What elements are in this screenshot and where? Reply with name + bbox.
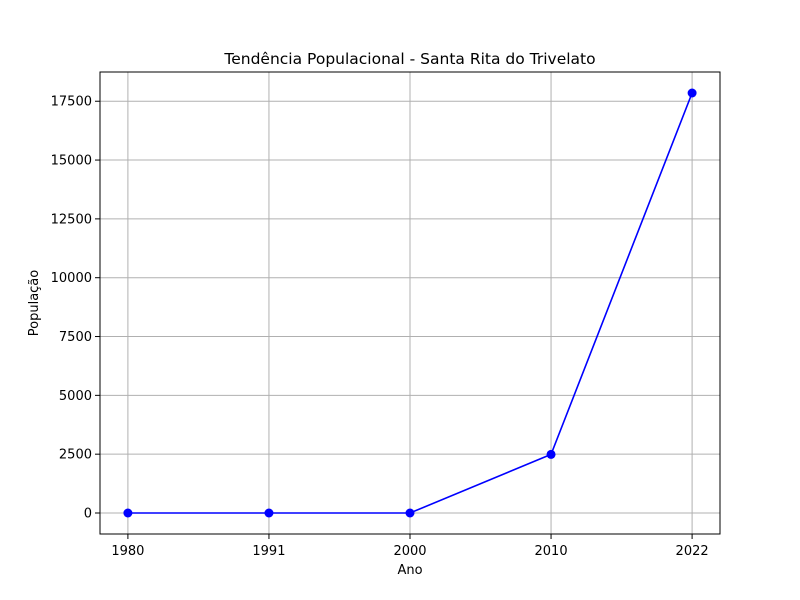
y-tick-label: 5000 <box>59 389 92 404</box>
x-tick-label: 2022 <box>676 544 709 559</box>
chart-title: Tendência Populacional - Santa Rita do T… <box>223 50 595 68</box>
x-axis-label: Ano <box>397 563 422 578</box>
y-tick-label: 15000 <box>51 154 92 169</box>
data-point <box>264 508 274 518</box>
data-point <box>405 508 415 518</box>
y-axis-label: População <box>27 270 42 337</box>
y-tick-label: 17500 <box>51 95 92 110</box>
series-layer <box>123 88 697 518</box>
y-tick-label: 2500 <box>59 448 92 463</box>
x-tick-label: 2010 <box>535 544 568 559</box>
x-tick-label: 1991 <box>252 544 285 559</box>
y-tick-label: 10000 <box>51 271 92 286</box>
data-point <box>546 449 556 459</box>
x-tick-label: 1980 <box>111 544 144 559</box>
grid-layer <box>100 72 720 534</box>
ticks-layer: 1980 1991 2000 2010 2022 0 2500 5000 7500 10000 12… <box>51 95 709 559</box>
y-tick-label: 0 <box>84 507 92 522</box>
y-tick-label: 12500 <box>51 212 92 227</box>
data-point <box>123 508 133 518</box>
y-tick-label: 7500 <box>59 330 92 345</box>
x-tick-label: 2000 <box>393 544 426 559</box>
data-point <box>687 88 697 98</box>
